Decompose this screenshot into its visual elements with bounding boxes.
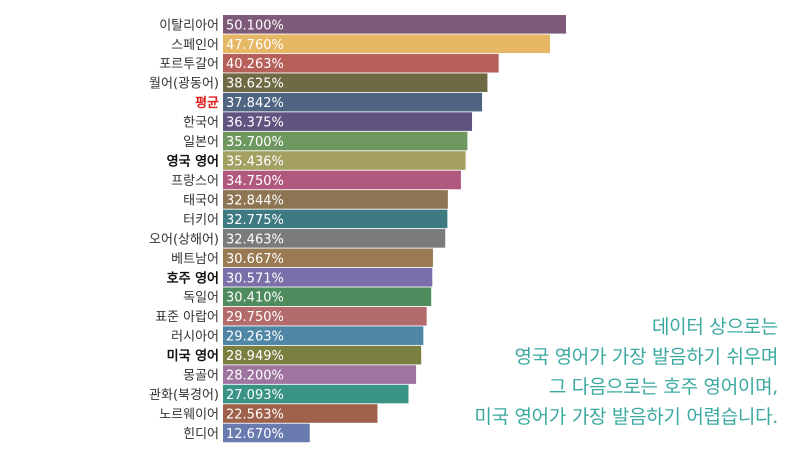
bar-5 — [223, 92, 483, 112]
value-label-4: 38.625% — [226, 77, 284, 92]
value-label-17: 29.263% — [226, 330, 284, 345]
bar-9 — [223, 170, 461, 190]
category-label-13: 베트남어 — [171, 252, 219, 267]
category-label-15: 독일어 — [183, 291, 219, 306]
bar-4 — [223, 73, 488, 92]
category-label-2: 스페인어 — [171, 38, 219, 53]
bar-19 — [223, 365, 417, 384]
value-label-11: 32.775% — [226, 213, 284, 228]
value-label-8: 35.436% — [226, 155, 284, 170]
value-label-21: 22.563% — [226, 408, 284, 423]
bar-11 — [223, 209, 448, 229]
bar-3 — [223, 53, 499, 73]
category-label-19: 몽골어 — [183, 369, 219, 384]
value-label-1: 50.100% — [226, 18, 284, 33]
category-label-20: 관화(북경어) — [149, 388, 219, 403]
category-label-21: 노르웨이어 — [159, 408, 219, 423]
category-label-16: 표준 아랍어 — [155, 310, 219, 325]
caption-line-2: 영국 영어가 가장 발음하기 쉬우며 — [514, 346, 779, 368]
bar-12 — [223, 229, 446, 248]
bar-15 — [223, 287, 432, 307]
bar-7 — [223, 131, 468, 151]
value-label-20: 27.093% — [226, 388, 284, 403]
value-label-3: 40.263% — [226, 57, 284, 72]
value-label-14: 30.571% — [226, 271, 284, 286]
caption-line-1: 데이터 상으로는 — [651, 316, 778, 338]
category-label-4: 월어(광동어) — [149, 77, 219, 92]
category-label-5: 평균 — [195, 95, 219, 111]
category-label-6: 한국어 — [183, 116, 219, 131]
value-label-9: 34.750% — [226, 174, 284, 189]
category-label-12: 오어(상해어) — [149, 232, 219, 247]
bar-13 — [223, 248, 433, 268]
category-label-11: 터키어 — [183, 213, 219, 228]
bar-2 — [223, 34, 550, 54]
caption-line-4: 미국 영어가 가장 발음하기 어렵습니다. — [474, 406, 778, 428]
value-label-19: 28.200% — [226, 369, 284, 384]
value-label-22: 12.670% — [226, 427, 284, 442]
value-label-6: 36.375% — [226, 116, 284, 131]
caption: 데이터 상으로는 영국 영어가 가장 발음하기 쉬우며 그 다음으로는 호주 영… — [348, 312, 778, 432]
value-label-2: 47.760% — [226, 38, 284, 53]
bar-22 — [223, 423, 310, 443]
caption-line-3: 그 다음으로는 호주 영어이며, — [548, 376, 778, 398]
bar-14 — [223, 267, 433, 287]
category-label-1: 이탈리아어 — [159, 18, 219, 33]
category-label-17: 러시아어 — [171, 330, 219, 345]
bar-8 — [223, 151, 466, 170]
value-label-18: 28.949% — [226, 349, 284, 364]
category-label-14: 호주 영어 — [167, 270, 219, 286]
bar-6 — [223, 112, 473, 131]
bar-21 — [223, 404, 378, 423]
category-label-10: 태국어 — [183, 193, 219, 208]
value-label-13: 30.667% — [226, 252, 284, 267]
value-label-10: 32.844% — [226, 193, 284, 208]
bar-20 — [223, 384, 409, 404]
value-label-15: 30.410% — [226, 291, 284, 306]
value-label-5: 37.842% — [226, 96, 284, 111]
bar-10 — [223, 190, 448, 209]
category-label-9: 프랑스어 — [171, 174, 219, 189]
bar-18 — [223, 345, 422, 365]
bar-1 — [223, 15, 566, 34]
bar-16 — [223, 306, 427, 326]
value-label-16: 29.750% — [226, 310, 284, 325]
category-label-8: 영국 영어 — [167, 154, 219, 170]
value-label-7: 35.700% — [226, 135, 284, 150]
category-label-22: 힌디어 — [183, 427, 219, 442]
bar-17 — [223, 326, 424, 345]
category-label-7: 일본어 — [183, 135, 219, 150]
category-label-3: 포르투갈어 — [159, 57, 219, 72]
value-label-12: 32.463% — [226, 232, 284, 247]
category-label-18: 미국 영어 — [167, 348, 219, 364]
